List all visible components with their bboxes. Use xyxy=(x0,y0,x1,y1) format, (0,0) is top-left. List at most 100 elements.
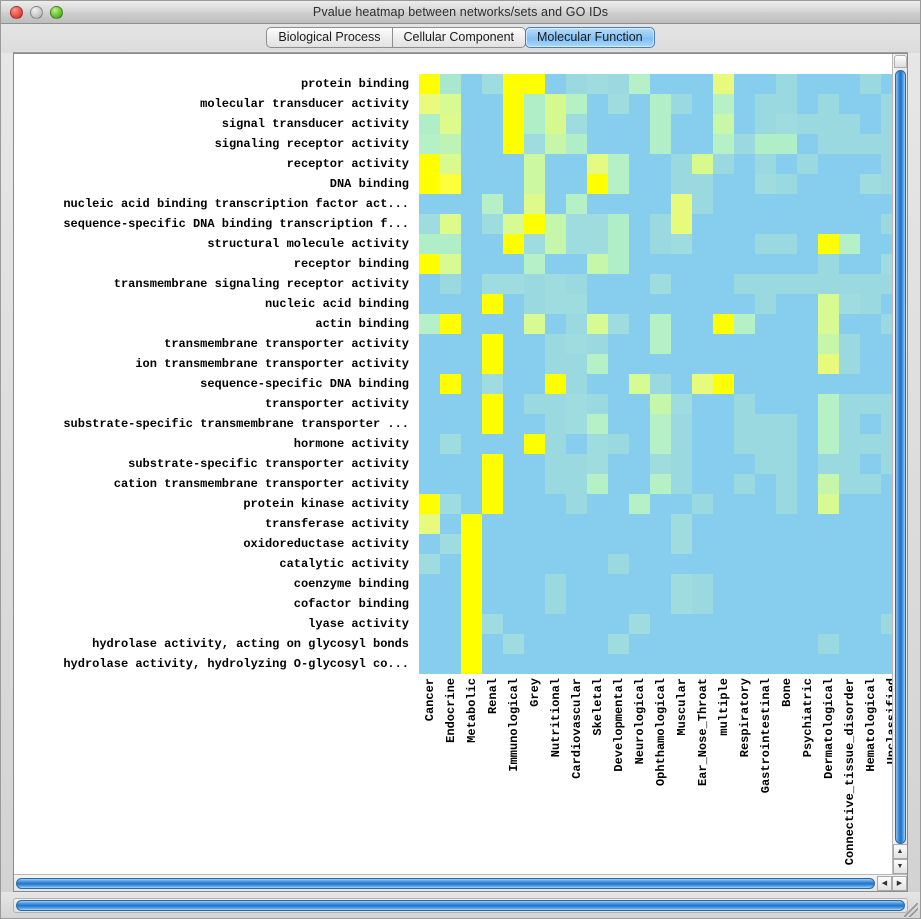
heatmap-cell[interactable] xyxy=(482,194,503,214)
heatmap-cell[interactable] xyxy=(461,94,482,114)
heatmap-cell[interactable] xyxy=(587,274,608,294)
heatmap-cell[interactable] xyxy=(671,454,692,474)
heatmap-cell[interactable] xyxy=(797,554,818,574)
heatmap-cell[interactable] xyxy=(608,394,629,414)
heatmap-cell[interactable] xyxy=(524,434,545,454)
heatmap-cell[interactable] xyxy=(839,494,860,514)
heatmap-cell[interactable] xyxy=(587,114,608,134)
heatmap-cell[interactable] xyxy=(545,534,566,554)
heatmap-cell[interactable] xyxy=(650,414,671,434)
heatmap-cell[interactable] xyxy=(461,534,482,554)
heatmap-cell[interactable] xyxy=(818,634,839,654)
heatmap-cell[interactable] xyxy=(419,614,440,634)
heatmap-cell[interactable] xyxy=(734,434,755,454)
heatmap-cell[interactable] xyxy=(629,634,650,654)
heatmap-cell[interactable] xyxy=(860,114,881,134)
heatmap-cell[interactable] xyxy=(608,434,629,454)
heatmap-cell[interactable] xyxy=(692,354,713,374)
heatmap-cell[interactable] xyxy=(671,414,692,434)
heatmap-cell[interactable] xyxy=(587,654,608,674)
heatmap-cell[interactable] xyxy=(839,414,860,434)
heatmap-cell[interactable] xyxy=(839,554,860,574)
heatmap-cell[interactable] xyxy=(503,334,524,354)
heatmap-cell[interactable] xyxy=(671,194,692,214)
heatmap-cell[interactable] xyxy=(482,114,503,134)
heatmap-cell[interactable] xyxy=(671,654,692,674)
heatmap-cell[interactable] xyxy=(587,554,608,574)
heatmap-cell[interactable] xyxy=(440,414,461,434)
heatmap-cell[interactable] xyxy=(503,134,524,154)
heatmap-cell[interactable] xyxy=(524,334,545,354)
heatmap-cell[interactable] xyxy=(713,654,734,674)
heatmap-cell[interactable] xyxy=(755,194,776,214)
heatmap-cell[interactable] xyxy=(755,174,776,194)
heatmap-cell[interactable] xyxy=(692,494,713,514)
heatmap-cell[interactable] xyxy=(440,114,461,134)
heatmap-cell[interactable] xyxy=(650,434,671,454)
heatmap-cell[interactable] xyxy=(755,554,776,574)
heatmap-cell[interactable] xyxy=(587,314,608,334)
heatmap-cell[interactable] xyxy=(713,494,734,514)
heatmap-cell[interactable] xyxy=(713,114,734,134)
heatmap-cell[interactable] xyxy=(671,174,692,194)
heatmap-cell[interactable] xyxy=(545,594,566,614)
heatmap-cell[interactable] xyxy=(545,494,566,514)
heatmap-cell[interactable] xyxy=(587,394,608,414)
heatmap-cell[interactable] xyxy=(734,254,755,274)
heatmap-cell[interactable] xyxy=(440,374,461,394)
heatmap-cell[interactable] xyxy=(734,174,755,194)
heatmap-cell[interactable] xyxy=(524,74,545,94)
heatmap-cell[interactable] xyxy=(818,454,839,474)
heatmap-cell[interactable] xyxy=(713,594,734,614)
heatmap-cell[interactable] xyxy=(482,594,503,614)
heatmap-cell[interactable] xyxy=(629,534,650,554)
heatmap-cell[interactable] xyxy=(692,234,713,254)
heatmap-cell[interactable] xyxy=(503,494,524,514)
heatmap-cell[interactable] xyxy=(524,474,545,494)
heatmap-cell[interactable] xyxy=(755,154,776,174)
heatmap-cell[interactable] xyxy=(671,314,692,334)
heatmap-cell[interactable] xyxy=(566,274,587,294)
heatmap-cell[interactable] xyxy=(797,154,818,174)
heatmap-cell[interactable] xyxy=(440,614,461,634)
heatmap-cell[interactable] xyxy=(629,94,650,114)
heatmap-cell[interactable] xyxy=(734,414,755,434)
heatmap-cell[interactable] xyxy=(755,374,776,394)
heatmap-cell[interactable] xyxy=(692,254,713,274)
heatmap-cell[interactable] xyxy=(440,174,461,194)
heatmap-cell[interactable] xyxy=(650,254,671,274)
heatmap-cell[interactable] xyxy=(650,194,671,214)
heatmap-cell[interactable] xyxy=(608,354,629,374)
heatmap-cell[interactable] xyxy=(503,454,524,474)
heatmap-cell[interactable] xyxy=(818,414,839,434)
heatmap-cell[interactable] xyxy=(482,234,503,254)
heatmap-cell[interactable] xyxy=(692,274,713,294)
heatmap-cell[interactable] xyxy=(629,494,650,514)
heatmap-cell[interactable] xyxy=(692,314,713,334)
heatmap-cell[interactable] xyxy=(566,254,587,274)
heatmap-cell[interactable] xyxy=(503,394,524,414)
heatmap-cell[interactable] xyxy=(818,314,839,334)
heatmap-cell[interactable] xyxy=(440,594,461,614)
heatmap-cell[interactable] xyxy=(629,514,650,534)
heatmap-cell[interactable] xyxy=(650,274,671,294)
heatmap-cell[interactable] xyxy=(650,494,671,514)
heatmap-cell[interactable] xyxy=(650,234,671,254)
scroll-down-icon[interactable]: ▼ xyxy=(892,859,907,874)
heatmap-cell[interactable] xyxy=(503,414,524,434)
heatmap-cell[interactable] xyxy=(629,374,650,394)
zoom-button-icon[interactable] xyxy=(50,5,63,19)
heatmap-cell[interactable] xyxy=(587,454,608,474)
heatmap-cell[interactable] xyxy=(461,254,482,274)
heatmap-cell[interactable] xyxy=(650,94,671,114)
heatmap-cell[interactable] xyxy=(587,534,608,554)
heatmap-cell[interactable] xyxy=(503,474,524,494)
heatmap-cell[interactable] xyxy=(524,154,545,174)
tab-molecular-function[interactable]: Molecular Function xyxy=(525,27,655,48)
heatmap-cell[interactable] xyxy=(608,94,629,114)
heatmap-cell[interactable] xyxy=(629,454,650,474)
heatmap-cell[interactable] xyxy=(671,514,692,534)
heatmap-cell[interactable] xyxy=(734,594,755,614)
heatmap-cell[interactable] xyxy=(461,494,482,514)
heatmap-cell[interactable] xyxy=(524,554,545,574)
